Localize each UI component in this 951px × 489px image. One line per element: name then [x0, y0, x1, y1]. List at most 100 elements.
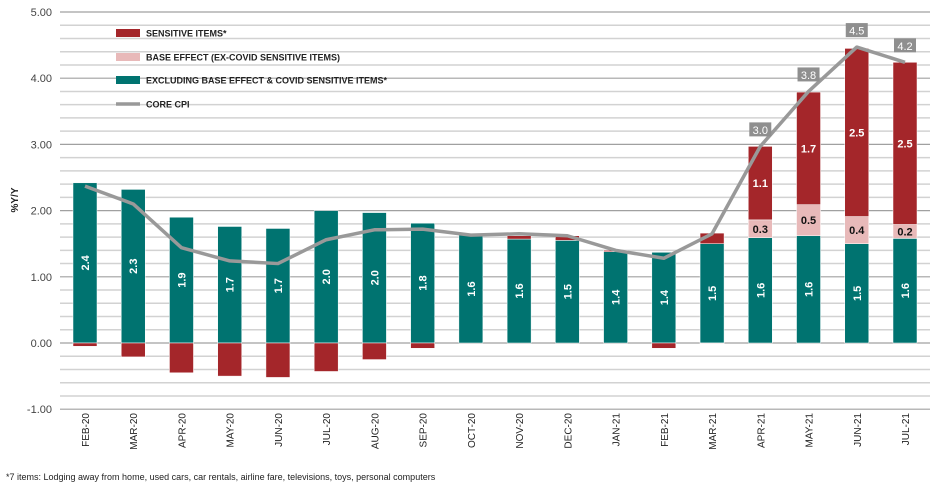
x-tick-label: MAR-21	[708, 413, 719, 450]
bar-label: 1.4	[659, 289, 671, 305]
bar-segment	[892, 62, 918, 225]
y-axis-label: %Y/Y	[10, 187, 21, 212]
bar-label: 1.7	[801, 143, 816, 155]
x-tick-label: JUL-20	[322, 413, 333, 446]
x-tick-label: OCT-20	[467, 413, 478, 448]
x-tick-label: FEB-21	[660, 413, 671, 447]
bar-label: 1.6	[900, 283, 912, 298]
data-label: 4.5	[849, 26, 864, 38]
x-tick-label: MAR-20	[129, 413, 140, 450]
bar-segment	[506, 235, 532, 240]
x-tick-label: JUN-21	[853, 413, 864, 447]
bar-label: 2.5	[849, 127, 864, 139]
bar-label: 1.4	[611, 289, 623, 305]
bar-segment	[362, 212, 387, 344]
y-tick-label: 5.00	[31, 7, 52, 19]
bar-label: 1.8	[418, 275, 430, 290]
bar-segment	[458, 234, 484, 344]
bar-segment	[169, 342, 194, 374]
bar-segment	[699, 342, 725, 344]
bar-segment	[748, 237, 773, 344]
data-label: 3.0	[753, 125, 768, 137]
bar-segment	[313, 210, 339, 344]
bar-label: 1.1	[753, 178, 768, 190]
bar-segment	[410, 342, 435, 349]
y-tick-label: 2.00	[31, 206, 52, 218]
bar-segment	[120, 189, 146, 344]
bar-label: 0.2	[897, 226, 912, 238]
footnote: *7 items: Lodging away from home, used c…	[6, 472, 436, 482]
bar-segment	[796, 235, 821, 344]
y-tick-label: 4.00	[31, 73, 52, 85]
x-tick-label: JUN-20	[274, 413, 285, 447]
x-tick-label: MAY-20	[226, 413, 237, 448]
bar-segment	[72, 342, 98, 347]
y-tick-label: 1.00	[31, 272, 52, 284]
bar-label: 2.0	[321, 269, 333, 284]
bar-segment	[120, 342, 146, 358]
legend-label: SENSITIVE ITEMS*	[146, 29, 227, 39]
core-cpi-line	[84, 45, 906, 266]
y-tick-label: 0.00	[31, 338, 52, 350]
bar-label: 1.6	[466, 281, 478, 296]
bar-segment	[410, 222, 435, 344]
bar-label: 2.0	[369, 270, 381, 285]
bar-segment	[555, 240, 580, 344]
legend-swatch	[116, 76, 140, 84]
x-tick-label: MAY-21	[805, 413, 816, 448]
x-tick-label: FEB-20	[81, 413, 92, 447]
bar-label: 1.6	[514, 283, 526, 298]
bar-segment	[892, 238, 918, 344]
bar-segment	[506, 238, 532, 344]
bar-label: 1.6	[804, 282, 816, 297]
legend-swatch	[116, 29, 140, 37]
data-label: 3.8	[801, 70, 816, 82]
x-tick-label: AUG-20	[370, 413, 381, 450]
bar-segment	[362, 342, 387, 360]
x-tick-label: DEC-20	[563, 413, 574, 449]
bar-segment	[796, 204, 821, 237]
bar-segment	[72, 182, 98, 344]
bar-label: 1.5	[562, 284, 574, 299]
bar-segment	[265, 342, 291, 378]
bar-label: 1.7	[225, 277, 237, 292]
x-tick-label: SEP-20	[419, 413, 430, 448]
x-tick-label: JAN-21	[612, 413, 623, 447]
x-tick-label: APR-21	[756, 413, 767, 448]
x-tick-label: NOV-20	[515, 413, 526, 449]
bar-segment	[651, 342, 677, 349]
bar-label: 2.4	[80, 254, 92, 270]
bar-label: 1.5	[852, 286, 864, 301]
bar-segment	[651, 252, 677, 344]
y-tick-label: -1.00	[27, 404, 52, 416]
y-tick-label: 3.00	[31, 139, 52, 151]
legend-swatch	[116, 53, 140, 61]
bar-segment	[313, 342, 339, 372]
data-label-box	[845, 23, 868, 38]
bar-segment	[844, 243, 870, 344]
data-label: 4.2	[897, 41, 912, 53]
legend-label: CORE CPI	[146, 100, 190, 110]
bar-label: 2.5	[897, 138, 912, 150]
x-tick-label: JUL-21	[901, 413, 912, 446]
bar-label: 2.3	[128, 259, 140, 274]
data-label-box	[894, 38, 916, 53]
data-label-box	[797, 67, 820, 82]
bar-label: 1.7	[273, 278, 285, 293]
data-label-box	[749, 122, 772, 137]
legend-label: EXCLUDING BASE EFFECT & COVID SENSITIVE …	[146, 76, 388, 86]
bar-segment	[217, 226, 242, 344]
bar-label: 1.9	[176, 272, 188, 287]
bar-label: 1.5	[707, 286, 719, 301]
bar-segment	[265, 228, 291, 344]
bar-label: 0.3	[753, 224, 768, 236]
bar-segment	[796, 91, 821, 205]
legend-label: BASE EFFECT (EX-COVID SENSITIVE ITEMS)	[146, 53, 340, 63]
bar-segment	[844, 216, 870, 244]
bar-segment	[217, 342, 242, 377]
bar-label: 0.5	[801, 215, 816, 227]
bar-label: 1.6	[755, 283, 767, 298]
bar-label: 0.4	[849, 225, 865, 237]
